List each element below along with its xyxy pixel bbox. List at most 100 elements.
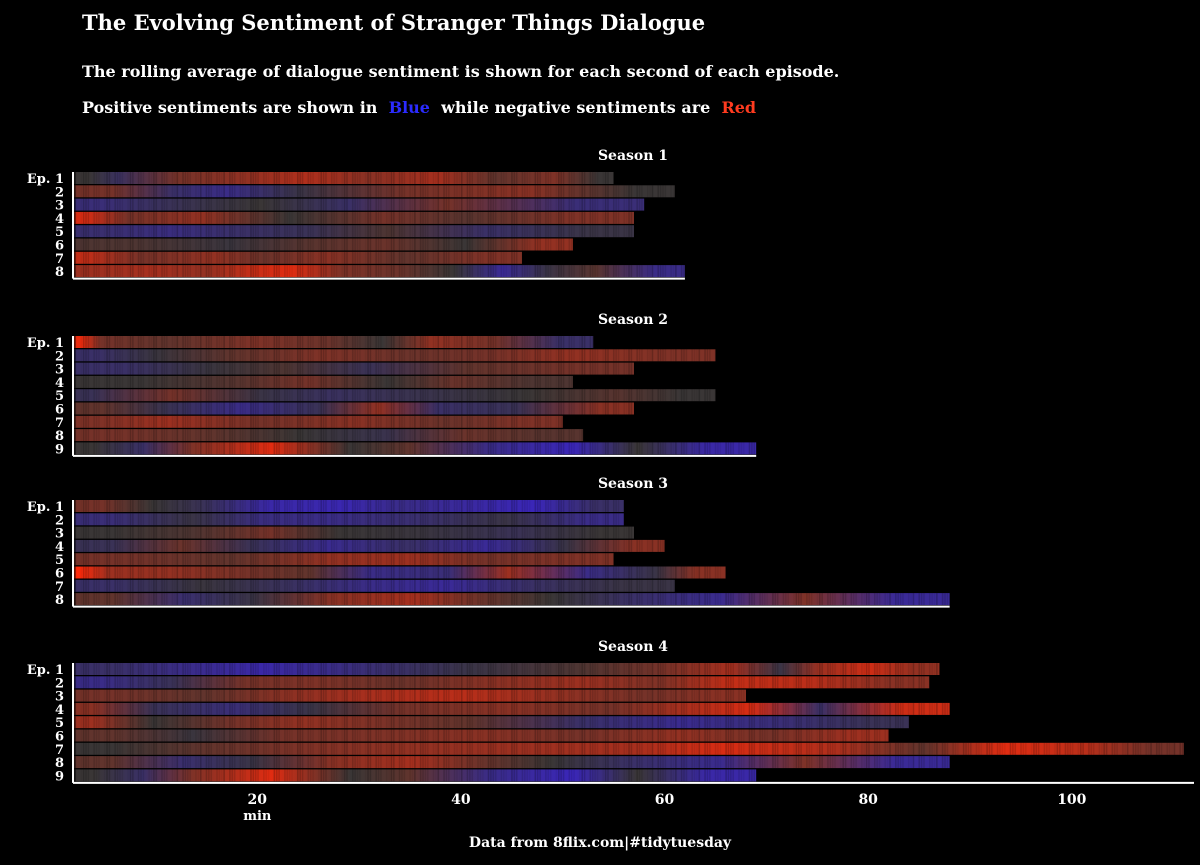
bar-texture-stripe	[547, 539, 550, 552]
bar-texture-stripe	[545, 402, 547, 415]
bar-texture-stripe	[646, 579, 649, 592]
bar-texture-stripe	[534, 579, 537, 592]
bar-texture-stripe	[500, 349, 503, 362]
bar-texture-stripe	[562, 663, 565, 675]
bar-texture-stripe	[583, 336, 586, 348]
bar-texture-stripe	[356, 442, 359, 455]
bar-texture-stripe	[477, 362, 479, 375]
bar-texture-stripe	[628, 198, 630, 211]
bar-texture-stripe	[437, 593, 440, 606]
bar-texture-stripe	[197, 198, 200, 211]
bar-texture-stripe	[288, 185, 291, 198]
bar-texture-stripe	[513, 500, 516, 512]
bar-texture-stripe	[693, 593, 696, 606]
bar-texture-stripe	[714, 389, 717, 402]
bar-texture-stripe	[148, 349, 150, 362]
bar-texture-stripe	[95, 375, 98, 388]
bar-texture-stripe	[414, 553, 416, 566]
bar-texture-stripe	[318, 336, 320, 348]
bar-texture-stripe	[494, 389, 497, 402]
bar-texture-stripe	[142, 225, 145, 238]
bar-texture-stripe	[74, 513, 76, 526]
bar-texture-stripe	[448, 211, 450, 224]
bar-texture-stripe	[670, 185, 672, 198]
bar-texture-stripe	[623, 225, 626, 238]
bar-texture-stripe	[583, 579, 586, 592]
bar-texture-stripe	[437, 513, 440, 526]
bar-texture-stripe	[547, 442, 550, 455]
bar-texture-stripe	[411, 539, 414, 552]
bar-texture-stripe	[82, 402, 85, 415]
bar-texture-stripe	[189, 442, 191, 455]
bar-texture-stripe	[662, 442, 664, 455]
bar-texture-stripe	[284, 251, 286, 264]
bar-texture-stripe	[918, 593, 921, 606]
bar-texture-stripe	[704, 593, 706, 606]
bar-texture-stripe	[182, 362, 184, 375]
bar-texture-stripe	[359, 198, 361, 211]
bar-texture-stripe	[244, 265, 246, 278]
bar-texture-stripe	[335, 265, 338, 278]
bar-texture-stripe	[403, 336, 406, 348]
bar-texture-stripe	[354, 566, 356, 579]
bar-texture-stripe	[581, 553, 583, 566]
bar-texture-stripe	[615, 265, 617, 278]
bar-texture-stripe	[594, 185, 596, 198]
bar-texture-stripe	[617, 663, 620, 675]
bar-texture-stripe	[453, 442, 456, 455]
bar-texture-stripe	[562, 375, 565, 388]
bar-texture-stripe	[367, 265, 369, 278]
bar-texture-stripe	[651, 663, 654, 675]
bar-texture-stripe	[664, 389, 667, 402]
bar-texture-stripe	[216, 566, 218, 579]
bar-texture-stripe	[278, 415, 280, 428]
bar-texture-stripe	[549, 553, 552, 566]
bar-texture-stripe	[492, 172, 495, 184]
bar-texture-stripe	[662, 349, 664, 362]
bar-texture-stripe	[299, 553, 301, 566]
bar-texture-stripe	[229, 539, 231, 552]
bar-texture-stripe	[218, 251, 221, 264]
bar-texture-stripe	[560, 185, 562, 198]
bar-texture-stripe	[239, 389, 242, 402]
bar-texture-stripe	[286, 349, 289, 362]
bar-texture-stripe	[487, 513, 490, 526]
bar-texture-stripe	[210, 663, 213, 675]
bar-texture-stripe	[286, 663, 289, 675]
bar-texture-stripe	[515, 375, 518, 388]
bar-texture-stripe	[547, 225, 550, 238]
bar-texture-stripe	[704, 442, 706, 455]
bar-texture-stripe	[229, 336, 231, 348]
bar-texture-stripe	[380, 663, 382, 675]
bar-texture-stripe	[208, 415, 210, 428]
bar-texture-stripe	[140, 579, 142, 592]
bar-texture-stripe	[351, 172, 354, 184]
bar-texture-stripe	[356, 553, 359, 566]
bar-texture-stripe	[74, 526, 76, 539]
bar-texture-stripe	[106, 663, 108, 675]
bar-texture-stripe	[275, 429, 278, 442]
bar-texture-stripe	[636, 389, 638, 402]
bar-texture-stripe	[393, 185, 395, 198]
bar-texture-stripe	[74, 442, 76, 455]
bar-texture-stripe	[273, 553, 276, 566]
bar-texture-stripe	[834, 593, 836, 606]
bar-texture-stripe	[320, 579, 322, 592]
bar-texture-stripe	[941, 593, 944, 606]
bar-texture-stripe	[458, 225, 461, 238]
bar-texture-stripe	[296, 172, 299, 184]
bar-texture-stripe	[539, 442, 541, 455]
bar-texture-stripe	[189, 566, 191, 579]
bar-texture-stripe	[189, 579, 191, 592]
bar-texture-stripe	[208, 429, 210, 442]
bar-texture-stripe	[132, 553, 134, 566]
bar-texture-stripe	[524, 663, 526, 675]
bar-texture-stripe	[218, 336, 221, 348]
bar-texture-stripe	[453, 500, 456, 512]
bar-texture-stripe	[359, 539, 361, 552]
bar-texture-stripe	[74, 402, 76, 415]
bar-texture-stripe	[628, 566, 630, 579]
bar-texture-stripe	[539, 579, 541, 592]
bar-texture-stripe	[573, 579, 575, 592]
bar-texture-stripe	[388, 238, 390, 251]
